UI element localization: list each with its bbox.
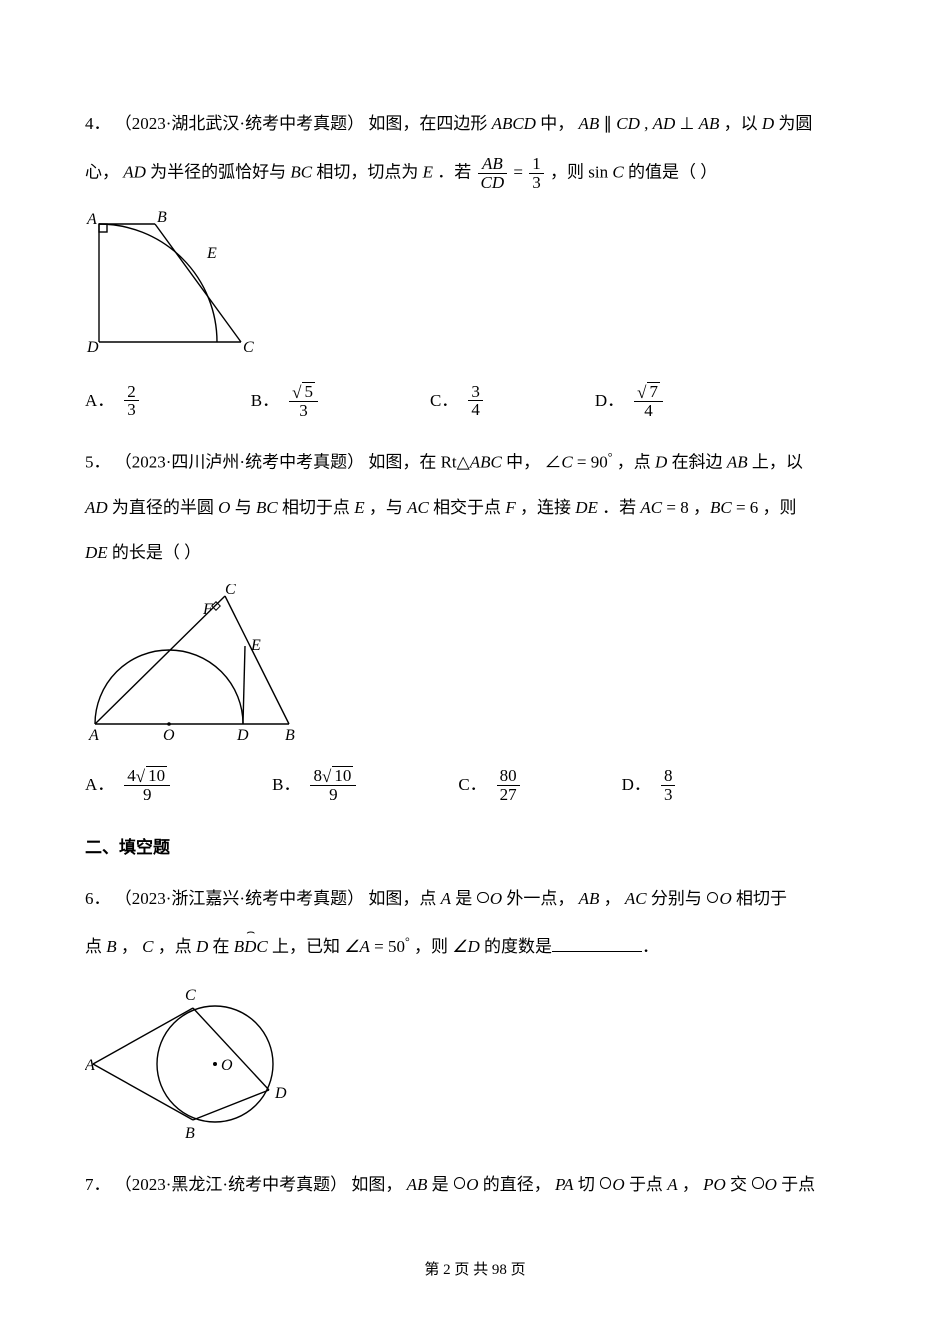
svg-text:C: C — [185, 987, 196, 1004]
q7-number: 7． — [85, 1175, 111, 1194]
q5-line1: 5． （2023·四川泸州·统考中考真题） 如图，在 Rt△ABC 中， ∠C … — [85, 448, 865, 476]
q5-options: A． 4√109 B． 8√109 C． 8027 D． 83 — [85, 766, 865, 804]
q4-line2: 心， AD 为半径的弧恰好与 BC 相切，切点为 E ．若 AB CD = 1 … — [85, 155, 865, 192]
svg-text:D: D — [236, 727, 249, 744]
q5-option-D: D． 83 — [622, 766, 678, 804]
section-2-head: 二、填空题 — [85, 834, 865, 861]
svg-text:E: E — [206, 245, 217, 262]
svg-text:A: A — [88, 727, 99, 744]
q4-frac-13: 1 3 — [527, 155, 546, 192]
q5-line2: AD 为直径的半圆 O 与 BC 相切于点 E ，与 AC 相交于点 F ，连接… — [85, 494, 865, 521]
svg-text:C: C — [243, 339, 254, 356]
q5-figure: A B D O C E F — [85, 584, 865, 752]
q4-number: 4． — [85, 114, 111, 133]
q4-frac-ABCD: AB CD — [476, 155, 510, 192]
svg-text:C: C — [225, 584, 236, 598]
svg-text:O: O — [221, 1057, 233, 1074]
answer-blank — [552, 934, 642, 952]
q5-number: 5． — [85, 452, 111, 471]
q6-line2: 点 B ， C ，点 D 在 BDC 上，已知 ∠A = 50° ，则 ∠D 的… — [85, 930, 865, 960]
svg-text:B: B — [157, 210, 167, 226]
q4-option-D: D． √74 — [595, 382, 665, 420]
circle-icon — [477, 892, 488, 903]
page-footer: 第 2 页 共 98 页 — [85, 1258, 865, 1282]
q5-option-A: A． 4√109 — [85, 766, 172, 804]
q4-option-C: C． 34 — [430, 382, 485, 420]
svg-text:O: O — [163, 727, 175, 744]
circle-icon — [454, 1177, 465, 1188]
q6-number: 6． — [85, 889, 111, 908]
circle-icon — [707, 892, 718, 903]
q5-option-C: C． 8027 — [458, 766, 521, 804]
q4-figure: A B D C E — [85, 210, 865, 368]
q6-line1: 6． （2023·浙江嘉兴·统考中考真题） 如图，点 A 是 O 外一点， AB… — [85, 885, 865, 912]
svg-text:D: D — [274, 1085, 287, 1102]
svg-text:E: E — [250, 637, 261, 654]
q4-source: （2023·湖北武汉·统考中考真题） — [115, 114, 364, 133]
q6-source: （2023·浙江嘉兴·统考中考真题） — [115, 889, 364, 908]
q5-line3: DE 的长是（ ） — [85, 539, 865, 566]
svg-text:A: A — [85, 1057, 95, 1074]
svg-text:A: A — [86, 211, 97, 228]
q7-source: （2023·黑龙江·统考中考真题） — [115, 1175, 347, 1194]
q7-line1: 7． （2023·黑龙江·统考中考真题） 如图， AB 是 O 的直径， PA … — [85, 1171, 865, 1198]
q5-option-B: B． 8√109 — [272, 766, 358, 804]
circle-icon — [752, 1177, 763, 1188]
q4-line1: 4． （2023·湖北武汉·统考中考真题） 如图，在四边形 ABCD 中， AB… — [85, 110, 865, 137]
svg-text:B: B — [285, 727, 295, 744]
svg-text:D: D — [86, 339, 99, 356]
q6-figure: A O B C D — [85, 978, 865, 1156]
svg-text:B: B — [185, 1125, 195, 1142]
circle-icon — [600, 1177, 611, 1188]
q4-option-B: B． √53 — [251, 382, 320, 420]
q5-source: （2023·四川泸州·统考中考真题） — [115, 452, 364, 471]
svg-text:F: F — [202, 601, 213, 618]
q4-options: A． 23 B． √53 C． 34 D． √74 — [85, 382, 865, 420]
q4-option-A: A． 23 — [85, 382, 141, 420]
